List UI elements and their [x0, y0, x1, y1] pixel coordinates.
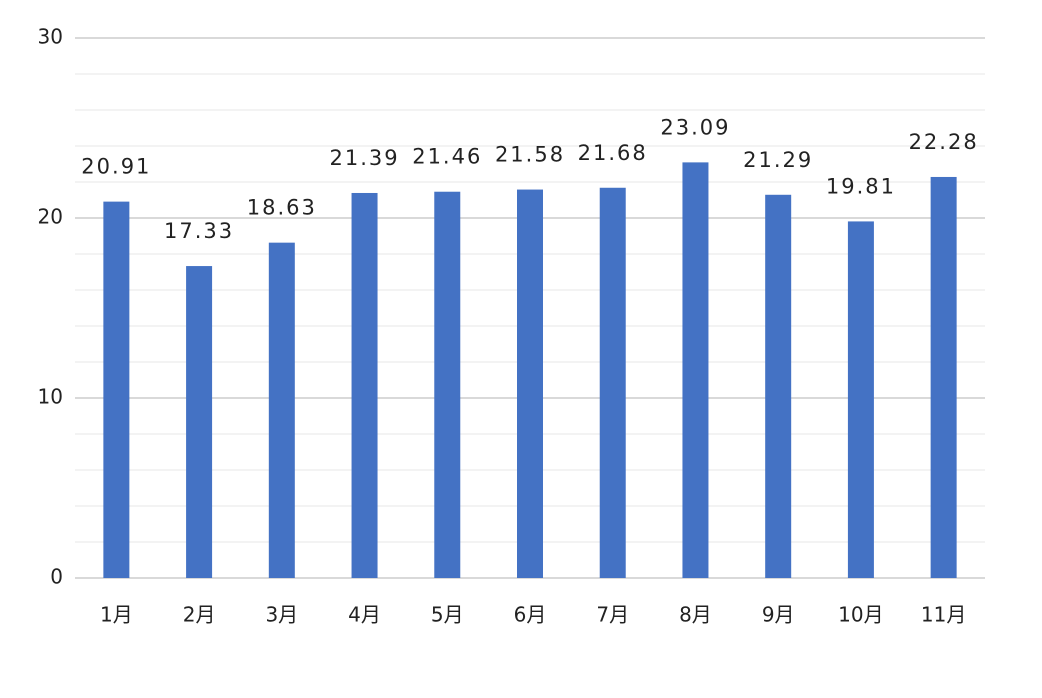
value-label: 19.81: [826, 174, 896, 198]
value-label: 21.29: [743, 148, 813, 172]
value-label: 20.91: [81, 155, 151, 179]
bar: [517, 189, 543, 578]
x-tick-label: 4月: [348, 603, 381, 627]
x-tick-label: 2月: [183, 603, 216, 627]
bar: [268, 242, 295, 578]
x-tick-label: 8月: [679, 603, 712, 627]
bar: [765, 194, 792, 578]
x-tick-label: 7月: [596, 603, 629, 627]
y-tick-label: 0: [50, 565, 63, 589]
value-label: 21.39: [329, 146, 399, 170]
bar: [103, 201, 130, 578]
bar: [186, 266, 213, 578]
value-label: 22.28: [909, 130, 979, 154]
y-tick-label: 20: [38, 205, 63, 229]
x-tick-label: 3月: [265, 603, 298, 627]
value-label: 18.63: [247, 196, 317, 220]
bar: [434, 191, 461, 578]
value-label: 21.68: [578, 141, 648, 165]
y-tick-label: 10: [38, 385, 63, 409]
bar: [599, 187, 626, 578]
value-label: 21.58: [495, 143, 565, 167]
y-tick-label: 30: [38, 25, 63, 49]
bar: [682, 162, 709, 578]
x-tick-label: 1月: [100, 603, 133, 627]
bar: [847, 221, 874, 579]
bar: [351, 192, 378, 579]
x-tick-label: 10月: [838, 603, 883, 627]
value-label: 21.46: [412, 145, 482, 169]
value-label: 23.09: [660, 115, 730, 139]
x-tick-label: 11月: [921, 603, 966, 627]
x-tick-label: 6月: [514, 603, 547, 627]
bar: [930, 176, 957, 578]
x-tick-label: 9月: [762, 603, 795, 627]
value-label: 17.33: [164, 219, 234, 243]
x-tick-label: 5月: [431, 603, 464, 627]
